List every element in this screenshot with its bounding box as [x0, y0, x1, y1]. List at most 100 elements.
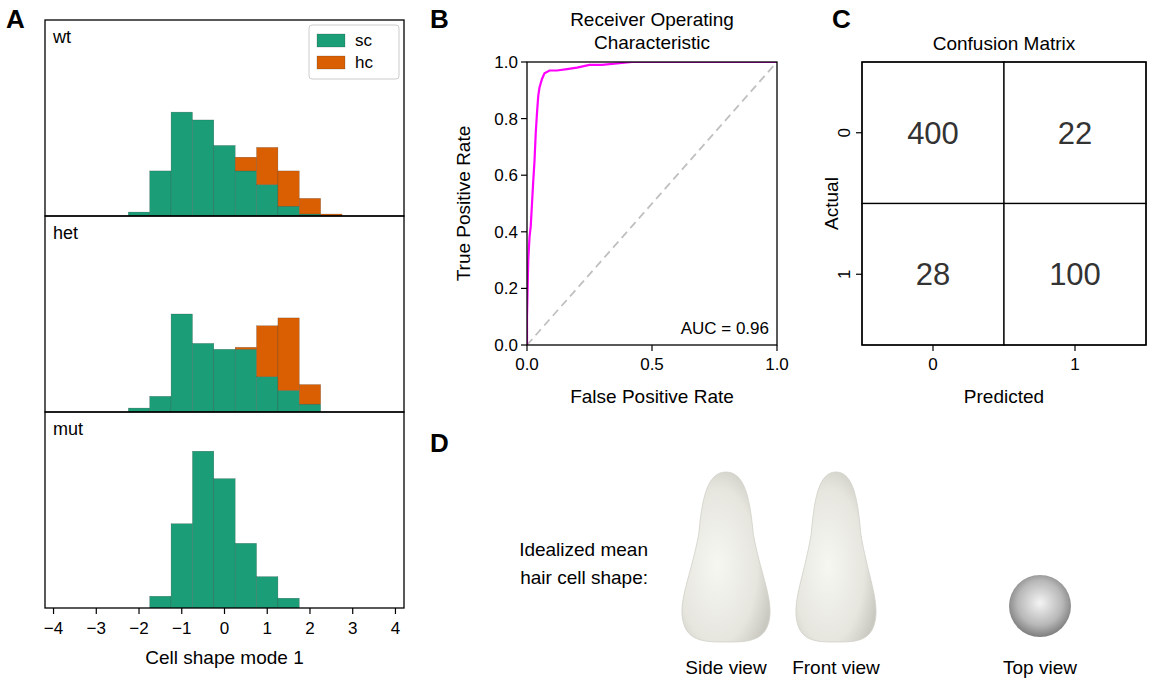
tick: [267, 608, 268, 614]
tick: [856, 132, 862, 133]
tick: [224, 608, 225, 614]
axis-title: True Positive Rate: [453, 126, 474, 282]
hist-bar: [257, 147, 278, 184]
tick-label: 3: [348, 619, 357, 638]
data-label: 400: [907, 116, 959, 151]
tick: [96, 608, 97, 614]
tick-label: 1: [263, 619, 272, 638]
hist-bar: [278, 598, 299, 608]
tick: [521, 175, 527, 176]
heatmap-cell: [862, 204, 1004, 346]
hist-bar: [278, 171, 299, 206]
cell-shape-top: [1009, 575, 1071, 637]
cell-shape: [682, 472, 770, 642]
tick: [352, 608, 353, 614]
frame: [527, 62, 777, 345]
hist-bar: [257, 577, 278, 608]
text-line: hair cell shape:: [520, 567, 648, 588]
tick: [181, 608, 182, 614]
hist-bar: [171, 523, 192, 524]
frame: [862, 62, 1146, 345]
illustration-title: Idealized mean hair cell shape:: [519, 539, 648, 588]
hist-bar: [299, 198, 320, 214]
tick: [138, 608, 139, 614]
tick: [521, 288, 527, 289]
tick-label: −2: [129, 619, 148, 638]
chance-line: [527, 62, 777, 345]
view-label: Front view: [792, 657, 880, 678]
hist-bar: [214, 145, 235, 216]
hist-bar: [278, 206, 299, 216]
legend-box: [309, 25, 399, 79]
hist-bar: [192, 343, 213, 412]
tick: [856, 274, 862, 275]
hist-bar: [214, 145, 235, 146]
heatmap-cell: [1004, 62, 1146, 204]
tick-label: 0: [928, 355, 937, 374]
hist-bar: [257, 377, 278, 412]
tick: [309, 608, 310, 614]
cell-shape: [796, 472, 876, 642]
hist-bar: [150, 596, 171, 597]
panel-letter: C: [832, 4, 851, 34]
view-label: Top view: [1003, 657, 1077, 678]
tick-label: 0.6: [494, 166, 518, 185]
tick: [395, 608, 396, 614]
hist-bar: [150, 171, 171, 216]
data-label: 22: [1058, 116, 1092, 151]
tick: [526, 345, 527, 351]
text-line: Idealized mean: [519, 539, 648, 560]
tick-label: 0: [220, 619, 229, 638]
panel-title: wt: [52, 27, 71, 47]
tick-label: 0.0: [515, 355, 539, 374]
tick: [521, 344, 527, 345]
hist-bar: [299, 385, 320, 405]
hist-bar: [257, 576, 278, 577]
panel-letter: D: [430, 428, 449, 458]
legend-swatch: [317, 56, 345, 69]
hist-bar: [278, 390, 299, 412]
frame: [45, 20, 404, 216]
panel-letter: A: [6, 4, 25, 34]
tick: [776, 345, 777, 351]
hist-bar: [235, 543, 256, 608]
hist-bar: [214, 479, 235, 608]
figure: ABCDwtschchetmut−4−3−2−101234Cell shape …: [0, 0, 1154, 690]
tick: [521, 118, 527, 119]
hist-bar: [192, 343, 213, 344]
hist-bar: [235, 157, 256, 171]
hist-bar: [192, 120, 213, 216]
frame: [45, 412, 404, 608]
tick: [521, 61, 527, 62]
hist-bar: [150, 396, 171, 412]
hist-bar: [192, 451, 213, 452]
panel-title: het: [53, 223, 78, 243]
axis-title: Actual: [821, 177, 842, 230]
hist-bar: [214, 478, 235, 479]
hist-bar: [171, 112, 192, 216]
axis-title: False Positive Rate: [570, 386, 734, 407]
tick: [651, 345, 652, 351]
hist-bar: [214, 349, 235, 412]
tick-label: 0.2: [494, 279, 518, 298]
hist-bar: [171, 112, 192, 113]
tick-label: −4: [44, 619, 63, 638]
axis-title: Predicted: [964, 386, 1044, 407]
tick: [1074, 345, 1075, 351]
tick-label: 1.0: [494, 53, 518, 72]
text-line: Receiver Operating: [570, 9, 734, 30]
hist-bar: [192, 451, 213, 608]
bars: [150, 451, 300, 608]
annotation: AUC = 0.96: [681, 319, 769, 338]
tick: [932, 345, 933, 351]
hist-bar: [171, 524, 192, 608]
hist-bar: [150, 596, 171, 608]
hist-bar: [235, 347, 256, 349]
hist-bar: [192, 119, 213, 120]
hist-bar: [235, 543, 256, 544]
hist-bar: [171, 314, 192, 315]
hist-bar: [299, 404, 320, 412]
tick-label: 1.0: [765, 355, 789, 374]
tick-label: 1: [1070, 355, 1079, 374]
hist-bar: [150, 170, 171, 171]
